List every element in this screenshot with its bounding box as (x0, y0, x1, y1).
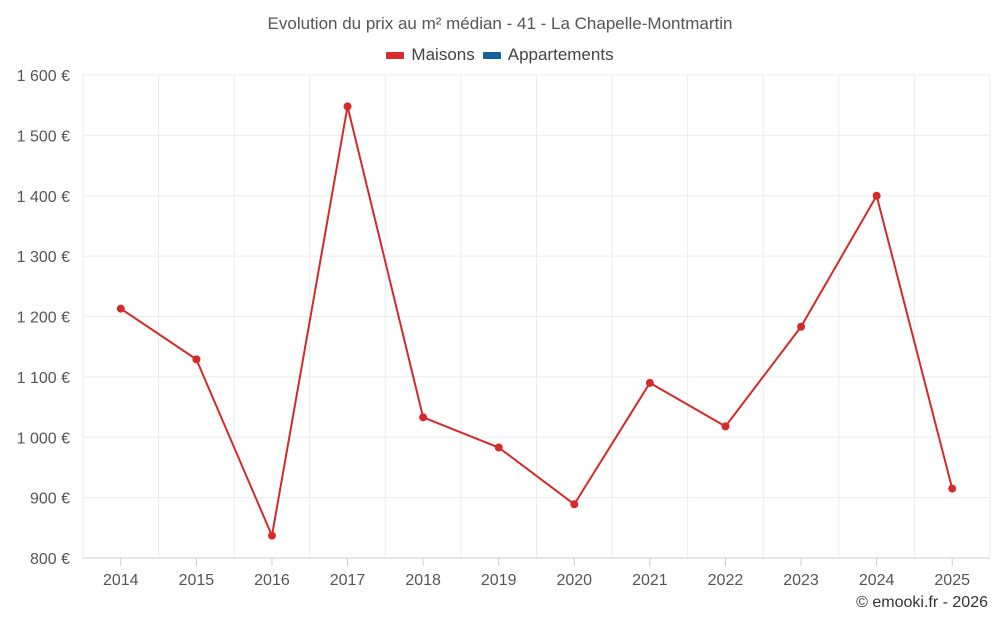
legend-label-appartements: Appartements (507, 45, 614, 64)
x-tick-label: 2014 (103, 572, 139, 589)
x-tick-label: 2015 (179, 572, 215, 589)
legend-swatch-maisons (386, 51, 405, 59)
x-tick-label: 2019 (481, 572, 517, 589)
y-tick-label: 1 300 € (17, 249, 70, 266)
x-tick-label: 2024 (859, 572, 895, 589)
legend: Maisons Appartements (0, 45, 1000, 65)
x-tick-label: 2023 (783, 572, 819, 589)
x-tick-label: 2017 (330, 572, 366, 589)
series-line-maisons (120, 105, 954, 537)
x-tick-label: 2018 (405, 572, 441, 589)
data-point (797, 322, 806, 331)
data-point (872, 191, 881, 200)
data-point (721, 422, 730, 431)
x-tick-label: 2025 (934, 572, 970, 589)
data-point (948, 484, 957, 493)
legend-label-maisons: Maisons (411, 45, 475, 64)
chart-title: Evolution du prix au m² médian - 41 - La… (267, 14, 733, 33)
y-tick-label: 1 100 € (17, 370, 70, 387)
y-tick-label: 1 600 € (17, 68, 70, 85)
data-point (192, 355, 201, 364)
legend-swatch-appartements (482, 51, 501, 59)
y-tick-label: 1 500 € (17, 128, 70, 145)
data-point (570, 500, 579, 509)
data-point (116, 304, 125, 313)
data-point (267, 531, 276, 540)
legend-item-maisons[interactable]: Maisons (386, 45, 475, 65)
y-tick-label: 1 200 € (17, 310, 70, 327)
x-tick-label: 2021 (632, 572, 668, 589)
x-tick-label: 2020 (556, 572, 592, 589)
credit-text: © emooki.fr - 2026 (856, 594, 988, 611)
y-tick-label: 900 € (30, 491, 70, 508)
data-point (419, 413, 428, 422)
y-tick-label: 800 € (30, 551, 70, 568)
data-point (645, 378, 654, 387)
x-tick-label: 2022 (708, 572, 744, 589)
y-tick-label: 1 000 € (17, 430, 70, 447)
data-point (494, 443, 503, 452)
data-point (343, 102, 352, 111)
legend-item-appartements[interactable]: Appartements (482, 45, 614, 65)
y-tick-label: 1 400 € (17, 189, 70, 206)
x-tick-label: 2016 (254, 572, 290, 589)
